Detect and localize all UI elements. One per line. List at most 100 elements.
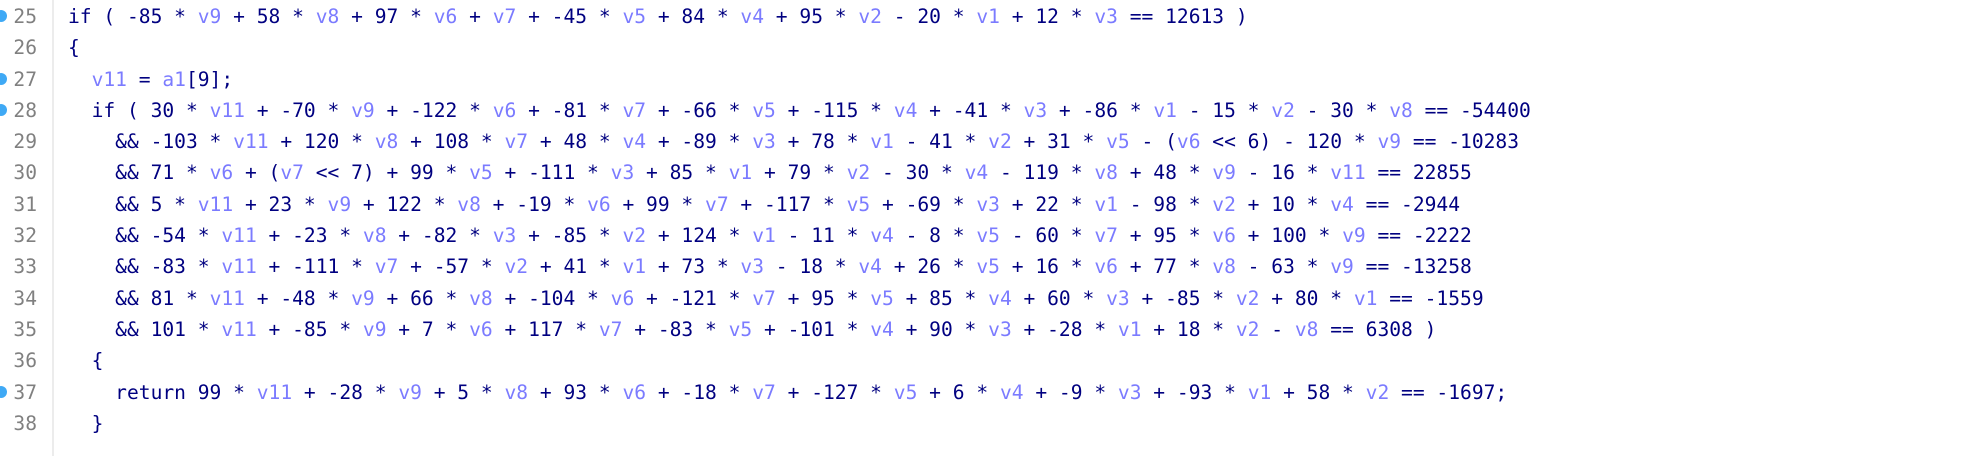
variable-token[interactable]: v2 <box>1271 98 1295 122</box>
variable-token[interactable]: v9 <box>1342 224 1366 248</box>
variable-token[interactable]: v9 <box>1377 130 1402 154</box>
variable-token[interactable]: v5 <box>976 224 1000 248</box>
variable-token[interactable]: v11 <box>221 317 257 341</box>
variable-token[interactable]: v3 <box>976 192 1000 216</box>
variable-token[interactable]: v4 <box>622 130 647 154</box>
variable-token[interactable]: v11 <box>221 255 257 279</box>
variable-token[interactable]: v6 <box>492 98 517 122</box>
variable-token[interactable]: v8 <box>1389 98 1413 122</box>
variable-token[interactable]: v7 <box>752 286 776 310</box>
variable-token[interactable]: v5 <box>752 98 776 122</box>
variable-token[interactable]: v1 <box>622 255 647 279</box>
variable-token[interactable]: v1 <box>976 5 1000 28</box>
variable-token[interactable]: v11 <box>209 286 245 310</box>
variable-token[interactable]: v1 <box>752 224 776 248</box>
variable-token[interactable]: v4 <box>988 286 1012 310</box>
variable-token[interactable]: v8 <box>469 286 493 310</box>
variable-token[interactable]: v4 <box>999 380 1024 404</box>
pseudocode-editor[interactable]: 25 if ( -85 * v9 + 58 * v8 + 97 * v6 + v7… <box>0 1 1970 439</box>
variable-token[interactable]: v4 <box>870 317 894 341</box>
variable-token[interactable]: v11 <box>209 98 245 122</box>
breakpoint-dot-icon[interactable] <box>0 72 7 85</box>
variable-token[interactable]: v7 <box>752 380 776 404</box>
variable-token[interactable]: v6 <box>1176 130 1201 154</box>
variable-token[interactable]: v3 <box>740 255 765 279</box>
variable-token[interactable]: v3 <box>752 130 776 154</box>
variable-token[interactable]: v11 <box>221 224 257 248</box>
variable-token[interactable]: v6 <box>1212 224 1236 248</box>
code-line[interactable]: 33 && -83 * v11 + -111 * v7 + -57 * v2 +… <box>0 251 1970 282</box>
variable-token[interactable]: v5 <box>893 380 918 404</box>
variable-token[interactable]: v1 <box>1353 286 1378 310</box>
variable-token[interactable]: v3 <box>1094 5 1118 28</box>
code-line[interactable]: 35 && 101 * v11 + -85 * v9 + 7 * v6 + 11… <box>0 314 1970 345</box>
variable-token[interactable]: v11 <box>1330 161 1366 185</box>
variable-token[interactable]: v2 <box>846 161 871 185</box>
variable-token[interactable]: v6 <box>209 161 234 185</box>
variable-token[interactable]: v8 <box>315 5 340 28</box>
variable-token[interactable]: v3 <box>1117 380 1142 404</box>
variable-token[interactable]: v3 <box>610 161 635 185</box>
variable-token[interactable]: v4 <box>740 5 765 28</box>
variable-token[interactable]: v8 <box>362 224 387 248</box>
variable-token[interactable]: v3 <box>492 224 517 248</box>
variable-token[interactable]: v5 <box>976 255 1000 279</box>
variable-token[interactable]: v9 <box>351 98 375 122</box>
variable-token[interactable]: v2 <box>988 130 1012 154</box>
variable-token[interactable]: v1 <box>870 130 894 154</box>
variable-token[interactable]: v11 <box>256 380 293 404</box>
code-line[interactable]: 28 if ( 30 * v11 + -70 * v9 + -122 * v6 … <box>0 95 1970 126</box>
variable-token[interactable]: v2 <box>622 224 647 248</box>
breakpoint-dot-icon[interactable] <box>0 385 7 398</box>
variable-token[interactable]: v5 <box>728 317 753 341</box>
variable-token[interactable]: v9 <box>1330 255 1354 279</box>
variable-token[interactable]: v2 <box>1235 286 1260 310</box>
variable-token[interactable]: v8 <box>374 130 399 154</box>
variable-token[interactable]: v9 <box>1212 161 1236 185</box>
variable-token[interactable]: v5 <box>469 161 493 185</box>
variable-token[interactable]: v5 <box>1106 130 1130 154</box>
variable-token[interactable]: v7 <box>705 192 729 216</box>
variable-token[interactable]: v7 <box>492 5 517 28</box>
variable-token[interactable]: v9 <box>351 286 375 310</box>
variable-token[interactable]: v6 <box>622 380 647 404</box>
code-line[interactable]: 36 { <box>0 345 1970 376</box>
variable-token[interactable]: v11 <box>197 192 234 216</box>
variable-token[interactable]: v8 <box>457 192 481 216</box>
code-line[interactable]: 25 if ( -85 * v9 + 58 * v8 + 97 * v6 + v7… <box>0 1 1970 32</box>
variable-token[interactable]: v7 <box>1094 224 1118 248</box>
variable-token[interactable]: v8 <box>1212 255 1236 279</box>
variable-token[interactable]: v7 <box>280 161 304 185</box>
code-line[interactable]: 27 v11 = a1[9]; <box>0 64 1970 95</box>
variable-token[interactable]: v1 <box>728 161 753 185</box>
variable-token[interactable]: v1 <box>1153 98 1177 122</box>
code-line[interactable]: 34 && 81 * v11 + -48 * v9 + 66 * v8 + -1… <box>0 283 1970 314</box>
variable-token[interactable]: v5 <box>870 286 894 310</box>
code-line[interactable]: 29 && -103 * v11 + 120 * v8 + 108 * v7 +… <box>0 126 1970 157</box>
variable-token[interactable]: v9 <box>362 317 387 341</box>
code-line[interactable]: 26 { <box>0 32 1970 63</box>
variable-token[interactable]: v6 <box>433 5 458 28</box>
code-line[interactable]: 32 && -54 * v11 + -23 * v8 + -82 * v3 + … <box>0 220 1970 251</box>
variable-token[interactable]: v1 <box>1094 192 1118 216</box>
variable-token[interactable]: v9 <box>398 380 422 404</box>
variable-token[interactable]: v6 <box>587 192 611 216</box>
variable-token[interactable]: v8 <box>1294 317 1319 341</box>
code-line[interactable]: 38 } <box>0 408 1970 439</box>
variable-token[interactable]: v2 <box>504 255 529 279</box>
variable-token[interactable]: v4 <box>893 98 918 122</box>
breakpoint-dot-icon[interactable] <box>0 10 7 22</box>
variable-token[interactable]: v7 <box>374 255 399 279</box>
code-line[interactable]: 30 && 71 * v6 + (v7 << 7) + 99 * v5 + -1… <box>0 157 1970 188</box>
variable-token[interactable]: v7 <box>504 130 529 154</box>
variable-token[interactable]: v3 <box>1106 286 1130 310</box>
variable-token[interactable]: v8 <box>1094 161 1118 185</box>
variable-token[interactable]: v6 <box>610 286 635 310</box>
code-line[interactable]: 31 && 5 * v11 + 23 * v9 + 122 * v8 + -19… <box>0 189 1970 220</box>
variable-token[interactable]: v8 <box>504 380 529 404</box>
variable-token[interactable]: v1 <box>1247 380 1272 404</box>
variable-token[interactable]: v7 <box>598 317 623 341</box>
code-line[interactable]: 37 return 99 * v11 + -28 * v9 + 5 * v8 +… <box>0 377 1970 408</box>
variable-token[interactable]: v11 <box>91 67 127 91</box>
variable-token[interactable]: v4 <box>858 255 882 279</box>
